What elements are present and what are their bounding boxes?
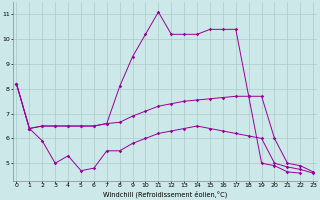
X-axis label: Windchill (Refroidissement éolien,°C): Windchill (Refroidissement éolien,°C)	[103, 190, 227, 198]
